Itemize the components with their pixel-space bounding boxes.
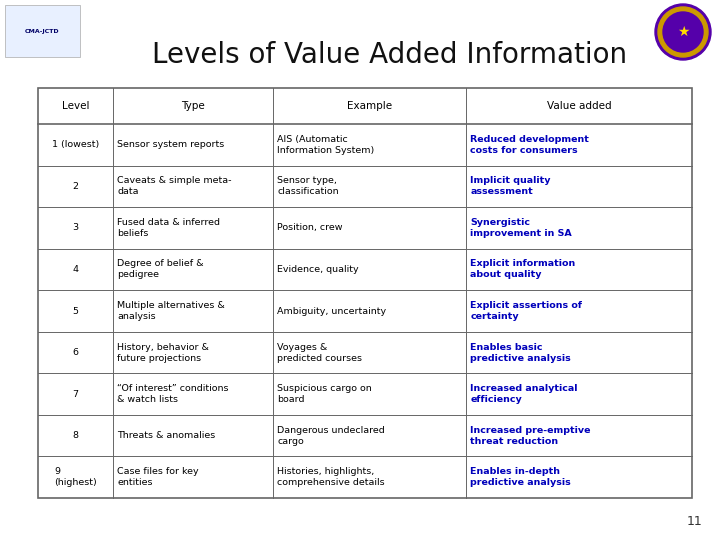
- Text: 1 (lowest): 1 (lowest): [52, 140, 99, 149]
- Text: Value added: Value added: [547, 101, 611, 111]
- Text: Increased analytical
efficiency: Increased analytical efficiency: [470, 384, 578, 404]
- Text: 11: 11: [686, 515, 702, 528]
- Text: 4: 4: [73, 265, 78, 274]
- Text: Suspicious cargo on
board: Suspicious cargo on board: [277, 384, 372, 404]
- FancyBboxPatch shape: [5, 5, 80, 57]
- Text: Ambiguity, uncertainty: Ambiguity, uncertainty: [277, 307, 387, 315]
- Text: Dangerous undeclared
cargo: Dangerous undeclared cargo: [277, 426, 385, 446]
- Text: ★: ★: [677, 25, 689, 39]
- Text: Explicit assertions of
certainty: Explicit assertions of certainty: [470, 301, 582, 321]
- Text: Case files for key
entities: Case files for key entities: [117, 467, 199, 487]
- Text: Fused data & inferred
beliefs: Fused data & inferred beliefs: [117, 218, 220, 238]
- Text: Type: Type: [181, 101, 205, 111]
- Text: Enables basic
predictive analysis: Enables basic predictive analysis: [470, 342, 571, 362]
- Text: 5: 5: [73, 307, 78, 315]
- Text: Multiple alternatives &
analysis: Multiple alternatives & analysis: [117, 301, 225, 321]
- Text: 3: 3: [73, 224, 78, 232]
- Text: AIS (Automatic
Information System): AIS (Automatic Information System): [277, 134, 374, 155]
- Text: Sensor type,
classification: Sensor type, classification: [277, 176, 339, 197]
- Text: Sensor system reports: Sensor system reports: [117, 140, 225, 149]
- Text: Position, crew: Position, crew: [277, 224, 343, 232]
- Text: Levels of Value Added Information: Levels of Value Added Information: [153, 41, 628, 69]
- Text: Enables in-depth
predictive analysis: Enables in-depth predictive analysis: [470, 467, 571, 487]
- Text: Reduced development
costs for consumers: Reduced development costs for consumers: [470, 134, 589, 155]
- Text: Histories, highlights,
comprehensive details: Histories, highlights, comprehensive det…: [277, 467, 385, 487]
- Text: Explicit information
about quality: Explicit information about quality: [470, 259, 575, 280]
- Text: 6: 6: [73, 348, 78, 357]
- Text: 8: 8: [73, 431, 78, 440]
- Text: Voyages &
predicted courses: Voyages & predicted courses: [277, 342, 362, 362]
- Circle shape: [663, 12, 703, 52]
- Text: CMA-JCTD: CMA-JCTD: [24, 29, 59, 33]
- Text: Threats & anomalies: Threats & anomalies: [117, 431, 215, 440]
- Circle shape: [655, 4, 711, 60]
- Text: 7: 7: [73, 390, 78, 399]
- Text: Implicit quality
assessment: Implicit quality assessment: [470, 176, 551, 197]
- Text: 2: 2: [73, 182, 78, 191]
- Text: “Of interest” conditions
& watch lists: “Of interest” conditions & watch lists: [117, 384, 229, 404]
- Circle shape: [658, 7, 708, 57]
- Text: 9
(highest): 9 (highest): [54, 467, 97, 487]
- Text: Evidence, quality: Evidence, quality: [277, 265, 359, 274]
- Text: Level: Level: [62, 101, 89, 111]
- Text: Synergistic
improvement in SA: Synergistic improvement in SA: [470, 218, 572, 238]
- Text: Caveats & simple meta-
data: Caveats & simple meta- data: [117, 176, 232, 197]
- Text: Example: Example: [347, 101, 392, 111]
- Bar: [38, 88, 692, 498]
- Text: Increased pre-emptive
threat reduction: Increased pre-emptive threat reduction: [470, 426, 591, 446]
- Text: Degree of belief &
pedigree: Degree of belief & pedigree: [117, 259, 204, 280]
- Text: History, behavior &
future projections: History, behavior & future projections: [117, 342, 209, 362]
